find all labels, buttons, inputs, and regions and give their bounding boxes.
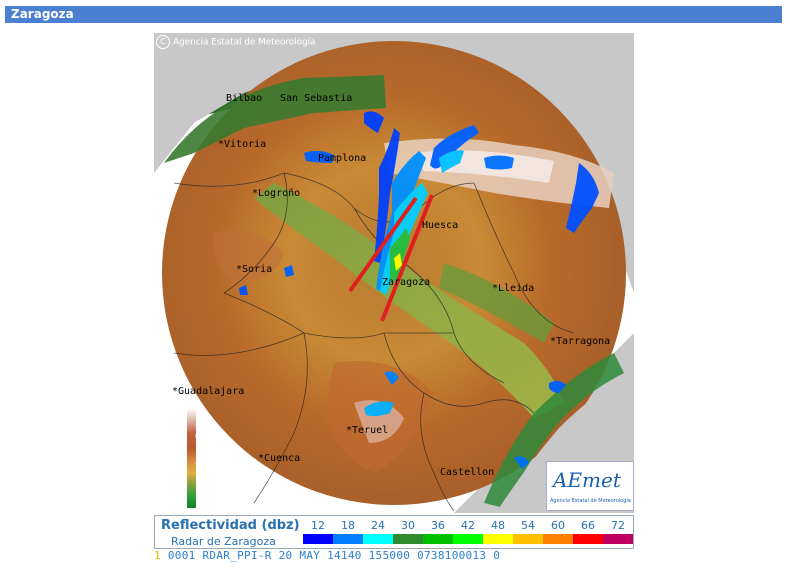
elevation-level: 1500: [161, 433, 182, 442]
scale-value: 72: [611, 519, 625, 532]
city-label-cuenca: *Cuenca: [258, 453, 301, 464]
copyright-icon: C: [156, 35, 170, 49]
elevation-level: 1250: [161, 447, 182, 456]
elevation-legend: >2500 2000 1500 1250 1000 800 600 400 20…: [154, 405, 208, 513]
city-label-huesca: Huesca: [422, 220, 459, 231]
scale-color-swatch: [363, 534, 393, 544]
header-title: Zaragoza: [11, 7, 74, 21]
elevation-legend-title: Orografía (m): [194, 412, 204, 467]
scale-color-swatch: [453, 534, 483, 544]
scale-value: 36: [431, 519, 445, 532]
scale-color-swatch: [513, 534, 543, 544]
city-label-zaragoza: Zaragoza: [382, 277, 431, 288]
radar-map-image: [154, 33, 634, 513]
city-label-soria: *Soria: [236, 264, 273, 275]
radar-status-line: 1 0001 RDAR_PPI-R 20 MAY 14140 155000 07…: [154, 550, 634, 562]
city-label-castellon: Castellon: [440, 467, 495, 478]
scale-color-swatch: [573, 534, 603, 544]
elevation-level: 0: [176, 505, 182, 513]
radar-map: C Agencia Estatal de Meteorología Bilbao …: [154, 33, 634, 513]
scale-color-swatch: [543, 534, 573, 544]
scale-value: 12: [311, 519, 325, 532]
status-text: 0001 RDAR_PPI-R 20 MAY 14140 155000 0738…: [167, 550, 501, 562]
scale-value: 18: [341, 519, 355, 532]
city-label-san-sebastian: San Sebastia: [280, 93, 353, 104]
scale-value: 66: [581, 519, 595, 532]
scale-value: 60: [551, 519, 565, 532]
page-header: Zaragoza: [5, 6, 782, 23]
copyright-text: Agencia Estatal de Meteorología: [173, 37, 316, 48]
annotation-line-2: [380, 194, 434, 322]
elevation-level: 2000: [161, 419, 182, 428]
city-label-pamplona: Pamplona: [318, 153, 367, 164]
city-label-teruel: *Teruel: [346, 425, 389, 436]
scale-value: 48: [491, 519, 505, 532]
scale-color-swatch: [333, 534, 363, 544]
elevation-level: 1000: [161, 461, 182, 470]
scale-color-swatch: [423, 534, 453, 544]
scale-value: 42: [461, 519, 475, 532]
scale-value: 30: [401, 519, 415, 532]
city-label-bilbao: Bilbao: [226, 93, 263, 104]
city-label-vitoria: *Vitoria: [218, 139, 267, 150]
elevation-level: 400: [166, 488, 182, 497]
scale-color-swatch: [303, 534, 333, 544]
city-label-logrono: *Logroño: [252, 188, 301, 199]
reflectivity-scale: 12 18 24 30 36 42 48 54 60 66 72: [303, 519, 633, 544]
scale-color-swatch: [393, 534, 423, 544]
aemet-logo-text: AEmet: [553, 468, 621, 492]
scale-color-swatch: [483, 534, 513, 544]
aemet-logo-subtitle: Agencia Estatal de Meteorología: [550, 498, 631, 504]
scale-value: 24: [371, 519, 385, 532]
reflectivity-title: Reflectividad (dbz): [161, 518, 300, 533]
elevation-color-bar: [187, 408, 196, 508]
city-label-tarragona: *Tarragona: [550, 336, 611, 347]
aemet-logo: AEmet Agencia Estatal de Meteorología: [546, 461, 634, 511]
elevation-level: >2500: [154, 405, 182, 414]
reflectivity-legend: Reflectividad (dbz) Radar de Zaragoza 12…: [154, 515, 634, 549]
reflectivity-subtitle: Radar de Zaragoza: [171, 535, 276, 548]
elevation-level: 600: [166, 479, 182, 488]
scale-color-swatch: [603, 534, 633, 544]
elevation-level: 800: [166, 470, 182, 479]
elevation-level: 200: [166, 497, 182, 506]
scale-value: 54: [521, 519, 535, 532]
status-marker: 1: [154, 550, 161, 562]
city-label-lleida: *Lleida: [492, 283, 535, 294]
annotation-line-1: [348, 196, 418, 293]
city-label-guadalajara: *Guadalajara: [172, 386, 245, 397]
map-copyright: C Agencia Estatal de Meteorología: [156, 35, 315, 49]
